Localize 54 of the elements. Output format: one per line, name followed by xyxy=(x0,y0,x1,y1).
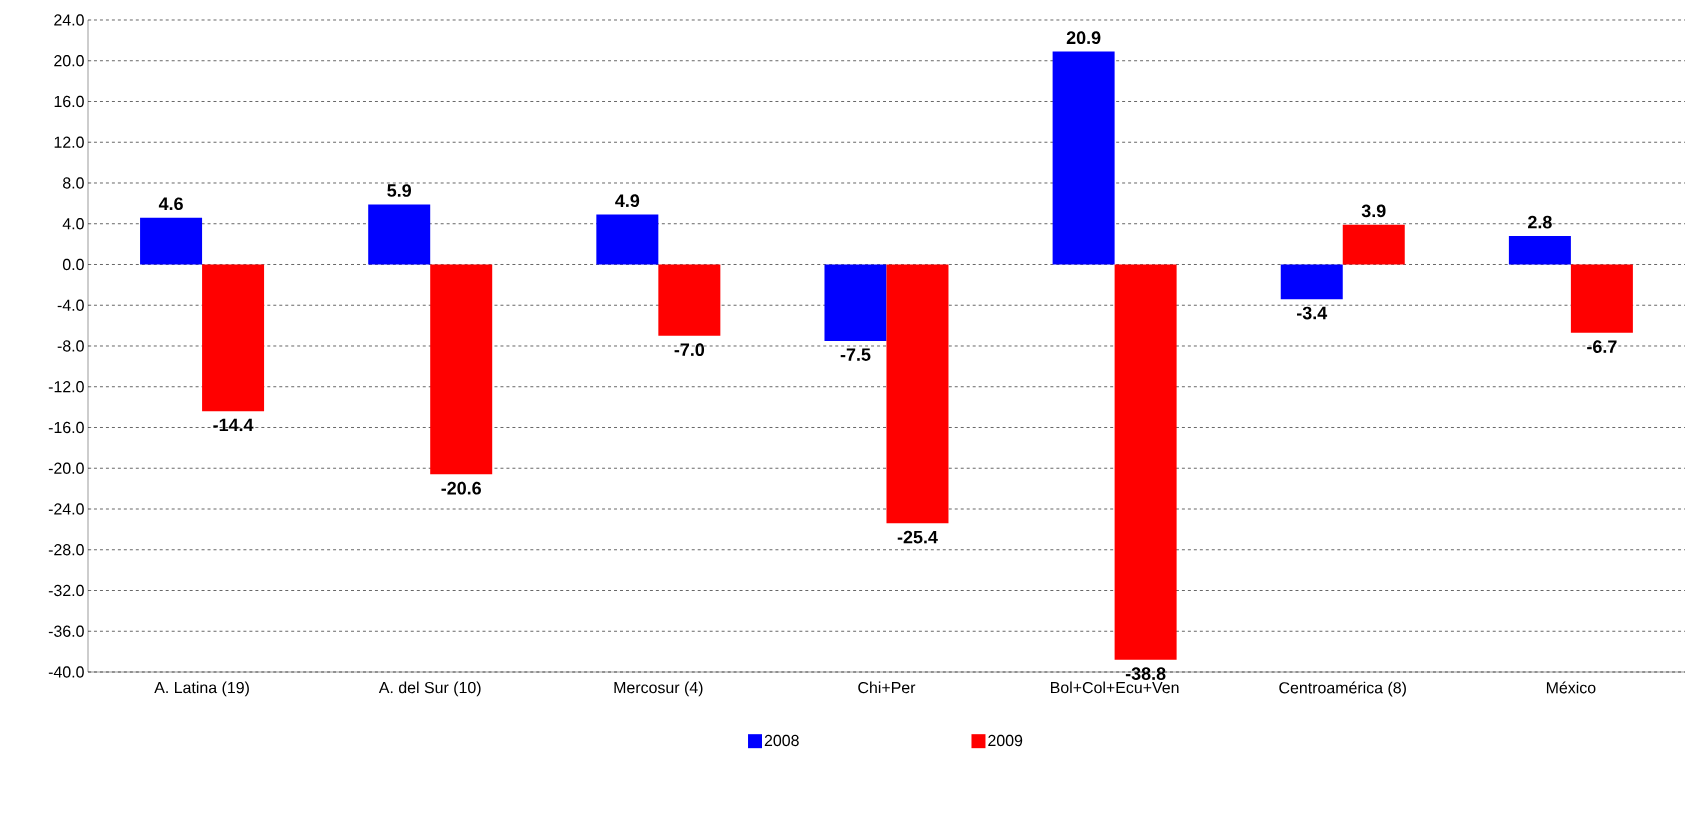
y-tick-label: 12.0 xyxy=(54,136,84,148)
data-label: 5.9 xyxy=(387,184,412,197)
x-tick-label: A. Latina (19) xyxy=(154,681,249,697)
bar xyxy=(1114,264,1177,660)
bar xyxy=(1508,235,1571,265)
x-tick-label: México xyxy=(1546,681,1596,694)
y-tick-label: 24.0 xyxy=(54,14,84,26)
data-label: -25.4 xyxy=(897,530,938,544)
data-label: 20.9 xyxy=(1066,31,1101,45)
legend-label: 2008 xyxy=(764,734,799,747)
data-label: -14.4 xyxy=(213,418,254,432)
y-tick-label: -24.0 xyxy=(48,503,84,515)
y-tick-label: -32.0 xyxy=(48,584,84,597)
x-tick-label: Chi+Per xyxy=(858,681,916,694)
y-tick-label: -40.0 xyxy=(48,666,84,678)
data-label: -6.7 xyxy=(1587,340,1617,353)
data-label: -7.0 xyxy=(674,343,705,357)
data-label: 4.9 xyxy=(615,194,640,208)
data-label: -38.8 xyxy=(1125,667,1166,681)
x-tick-label: Bol+Col+Ecu+Ven xyxy=(1051,681,1179,694)
bar xyxy=(430,264,493,475)
y-tick-label: 4.0 xyxy=(62,218,84,230)
y-tick-label: 0.0 xyxy=(62,258,84,271)
x-tick-label: A. del Sur (10) xyxy=(378,681,481,697)
legend-label: 2009 xyxy=(988,734,1023,747)
data-label: 4.6 xyxy=(158,197,183,211)
y-tick-label: 8.0 xyxy=(63,177,84,189)
data-label: -3.4 xyxy=(1297,306,1328,320)
bar xyxy=(1280,264,1343,300)
y-tick-label: -12.0 xyxy=(48,381,84,393)
y-tick-label: -20.0 xyxy=(48,462,84,474)
y-tick-label: -16.0 xyxy=(48,421,84,434)
bar xyxy=(140,217,203,265)
y-tick-label: -8.0 xyxy=(57,340,84,352)
y-tick-label: 20.0 xyxy=(54,55,84,67)
y-tick-label: -28.0 xyxy=(48,544,84,556)
bar xyxy=(886,264,949,524)
data-label: 3.9 xyxy=(1361,204,1386,218)
y-tick-label: -4.0 xyxy=(57,299,84,311)
bar xyxy=(1342,224,1405,265)
bar xyxy=(596,214,659,265)
x-tick-label: Centroamérica (8) xyxy=(1279,681,1406,697)
data-label: -7.5 xyxy=(840,348,871,361)
data-label: 2.8 xyxy=(1528,215,1552,229)
x-tick-label: Mercosur (4) xyxy=(614,681,703,697)
bar xyxy=(202,264,265,412)
bar xyxy=(1052,51,1115,265)
bar xyxy=(1570,264,1633,333)
data-label: -20.6 xyxy=(441,481,481,495)
y-tick-label: -36.0 xyxy=(48,625,84,637)
bar xyxy=(658,264,721,336)
y-tick-label: 16.0 xyxy=(54,95,84,108)
bar xyxy=(368,204,431,265)
bar xyxy=(824,264,887,341)
